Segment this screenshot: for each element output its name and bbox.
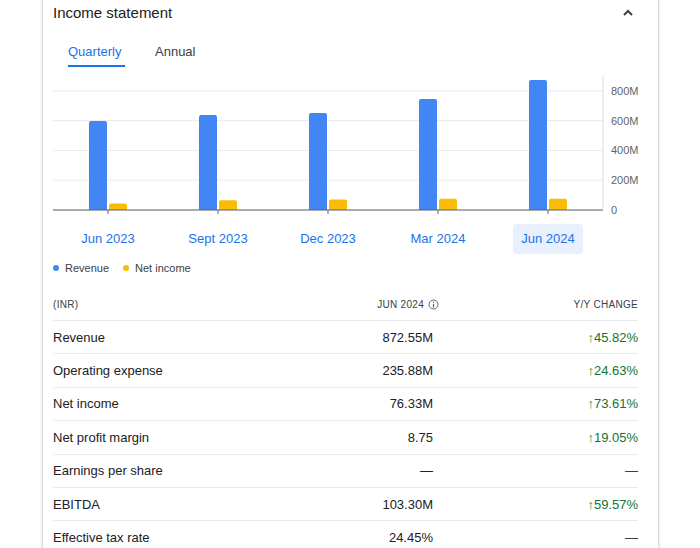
html-text:76.33M: 76.33M xyxy=(389,396,433,412)
svg-text:Jun 2024: Jun 2024 xyxy=(521,231,575,246)
svg-text:Jun 2023: Jun 2023 xyxy=(81,231,135,246)
html-text:Y/Y CHANGE: Y/Y CHANGE xyxy=(573,298,638,310)
html-text:↑45.82%: ↑45.82% xyxy=(587,329,638,345)
html-text:872.55M: 872.55M xyxy=(382,329,433,345)
html-text:↑19.05%: ↑19.05% xyxy=(587,429,638,445)
svg-text:Mar 2024: Mar 2024 xyxy=(411,231,466,246)
html-text:Income statement: Income statement xyxy=(53,4,173,21)
svg-text:Sept 2023: Sept 2023 xyxy=(188,231,247,246)
svg-text:600M: 600M xyxy=(611,115,639,127)
svg-text:0: 0 xyxy=(611,204,617,216)
html-text:Revenue: Revenue xyxy=(53,329,105,345)
html-text:EBITDA: EBITDA xyxy=(53,496,100,512)
html-text:↑24.63%: ↑24.63% xyxy=(587,363,638,379)
html-text:↑73.61%: ↑73.61% xyxy=(587,396,638,412)
html-text:Operating expense: Operating expense xyxy=(53,363,163,379)
svg-text:800M: 800M xyxy=(611,85,639,97)
html-text:103.30M: 103.30M xyxy=(382,496,433,512)
html-text:Net income: Net income xyxy=(135,262,191,274)
html-text:JUN 2024: JUN 2024 xyxy=(377,298,424,310)
svg-text:400M: 400M xyxy=(611,144,639,156)
svg-text:Dec 2023: Dec 2023 xyxy=(300,231,356,246)
html-text:(INR): (INR) xyxy=(53,298,79,310)
svg-text:200M: 200M xyxy=(611,174,639,186)
html-text:24.45%: 24.45% xyxy=(388,530,433,545)
html-text:Effective tax rate: Effective tax rate xyxy=(53,530,150,545)
html-text:Revenue: Revenue xyxy=(65,262,109,274)
html-text:↑59.57%: ↑59.57% xyxy=(587,496,638,512)
html-text:235.88M: 235.88M xyxy=(382,363,433,379)
html-text:Quarterly: Quarterly xyxy=(68,44,122,59)
html-text:Earnings per share: Earnings per share xyxy=(53,463,163,479)
html-text:Annual: Annual xyxy=(155,44,196,59)
html-text:Net income: Net income xyxy=(53,396,119,412)
html-text:Net profit margin: Net profit margin xyxy=(53,429,150,445)
html-text:8.75: 8.75 xyxy=(407,429,433,445)
